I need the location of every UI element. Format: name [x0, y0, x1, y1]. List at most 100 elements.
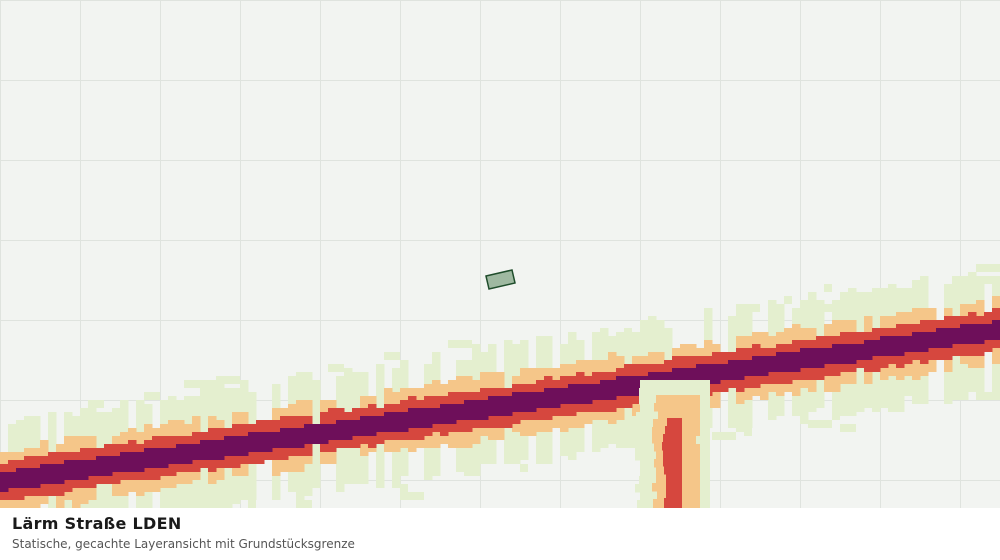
- noise-cell: [600, 380, 609, 400]
- noise-cell: [48, 464, 57, 484]
- noise-cell: [856, 344, 865, 360]
- parcel-boundary: [485, 269, 516, 290]
- noise-cell: [584, 384, 593, 404]
- noise-cell: [688, 368, 697, 388]
- info-panel: Lärm Straße LDEN Statische, gecachte Lay…: [0, 508, 1000, 560]
- noise-cell: [784, 296, 792, 304]
- noise-cell: [800, 348, 809, 368]
- noise-cell: [136, 452, 145, 472]
- noise-cell: [552, 388, 561, 408]
- noise-cell: [296, 376, 312, 384]
- noise-cell: [352, 420, 361, 436]
- noise-cell: [832, 344, 841, 364]
- noise-cell: [120, 452, 129, 472]
- noise-cell: [304, 424, 313, 444]
- noise-cell: [912, 332, 921, 352]
- noise-cell: [816, 348, 825, 368]
- noise-cell: [256, 432, 265, 452]
- noise-cell: [112, 456, 121, 472]
- noise-cell: [696, 436, 704, 444]
- noise-cell: [16, 468, 25, 488]
- noise-cell: [624, 376, 633, 396]
- noise-cell: [168, 448, 177, 464]
- noise-cell: [88, 460, 97, 476]
- noise-cell: [56, 464, 65, 484]
- noise-cell: [184, 380, 208, 388]
- noise-cell: [984, 324, 993, 340]
- noise-cell: [667, 418, 682, 427]
- noise-cell: [24, 468, 33, 488]
- noise-cell: [665, 426, 682, 435]
- noise-cell: [832, 412, 840, 420]
- noise-cell: [512, 392, 521, 412]
- noise-cell: [800, 416, 808, 424]
- noise-cell: [662, 442, 682, 451]
- noise-cell: [768, 356, 777, 372]
- noise-cell: [960, 324, 969, 344]
- noise-cell: [720, 364, 729, 380]
- noise-cell: [632, 376, 641, 396]
- noise-cell: [88, 400, 104, 408]
- noise-cell: [208, 440, 217, 460]
- noise-cell: [656, 395, 700, 404]
- noise-cell: [104, 456, 113, 476]
- noise-cell: [472, 400, 481, 420]
- noise-cell: [992, 320, 1000, 340]
- noise-cell: [536, 392, 545, 408]
- noise-cell: [152, 448, 161, 468]
- noise-cell: [639, 388, 710, 397]
- noise-cell: [392, 412, 401, 432]
- noise-cell: [232, 436, 241, 456]
- noise-cell: [496, 396, 505, 416]
- noise-layer: [0, 264, 1000, 552]
- noise-cell: [936, 328, 945, 348]
- noise-cell: [896, 336, 905, 356]
- noise-cell: [400, 412, 409, 432]
- noise-cell: [200, 440, 209, 460]
- noise-cell: [624, 328, 632, 336]
- noise-cell: [654, 403, 700, 412]
- noise-cell: [216, 440, 225, 460]
- noise-cell: [666, 474, 682, 483]
- noise-cell: [296, 428, 305, 448]
- noise-cell: [240, 436, 249, 456]
- noise-cell: [712, 432, 736, 440]
- noise-cell: [32, 468, 41, 488]
- noise-cell: [984, 276, 1000, 284]
- noise-cell: [736, 304, 760, 312]
- noise-cell: [744, 360, 753, 376]
- noise-cell: [296, 500, 312, 508]
- noise-cell: [792, 352, 801, 372]
- noise-cell: [704, 364, 713, 384]
- noise-cell: [904, 336, 913, 352]
- noise-cell: [744, 428, 752, 436]
- noise-cell: [224, 436, 233, 456]
- noise-cell: [663, 458, 682, 467]
- noise-cell: [616, 376, 625, 396]
- noise-cell: [808, 304, 832, 312]
- noise-cell: [40, 464, 49, 484]
- noise-cell: [944, 328, 953, 348]
- noise-cell: [864, 340, 873, 360]
- noise-cell: [96, 456, 105, 476]
- noise-cell: [663, 434, 682, 443]
- noise-cell: [480, 400, 489, 420]
- noise-cell: [320, 424, 329, 444]
- noise-cell: [928, 332, 937, 348]
- noise-cell: [160, 448, 169, 468]
- noise-cell: [920, 332, 929, 352]
- noise-cell: [192, 444, 201, 460]
- noise-cell: [144, 448, 153, 468]
- noise-cell: [976, 264, 1000, 272]
- noise-cell: [504, 396, 513, 416]
- noise-cell: [488, 396, 497, 416]
- noise-cell: [384, 412, 393, 432]
- noise-cell: [400, 492, 424, 500]
- noise-cell: [576, 384, 585, 404]
- noise-cell: [712, 364, 721, 384]
- noise-cell: [840, 424, 856, 432]
- noise-cell: [872, 340, 881, 356]
- noise-cell: [664, 498, 682, 507]
